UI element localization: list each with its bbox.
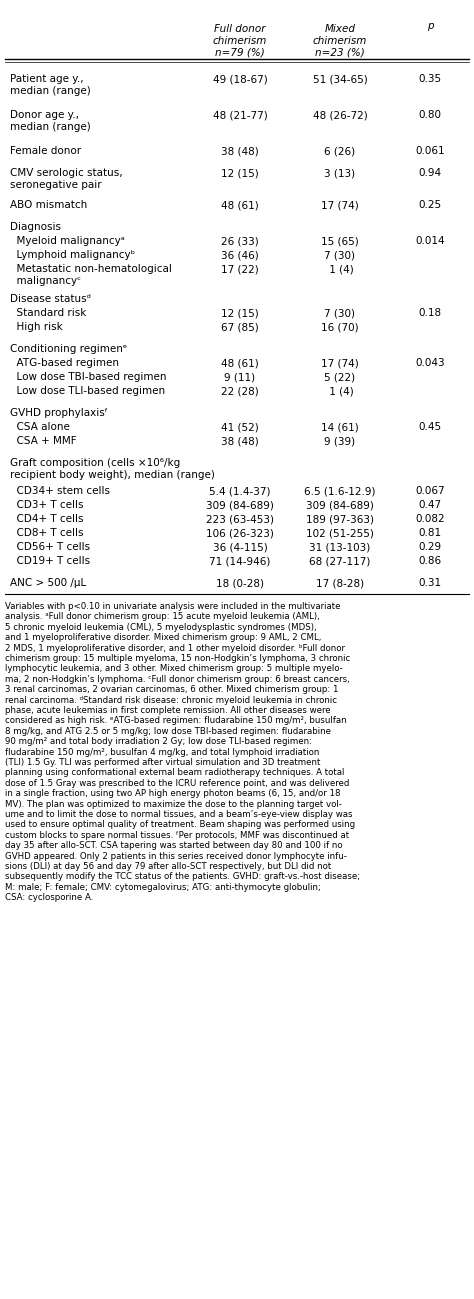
Text: 0.31: 0.31 (419, 578, 442, 588)
Text: 6 (26): 6 (26) (324, 145, 356, 156)
Text: 12 (15): 12 (15) (221, 168, 259, 178)
Text: 0.014: 0.014 (415, 236, 445, 246)
Text: CD34+ stem cells: CD34+ stem cells (10, 486, 110, 496)
Text: 48 (26-72): 48 (26-72) (313, 110, 367, 120)
Text: Full donor
chimerism
n=79 (%): Full donor chimerism n=79 (%) (213, 23, 267, 57)
Text: 31 (13-103): 31 (13-103) (310, 542, 371, 552)
Text: Variables with p<0.10 in univariate analysis were included in the multivariate
a: Variables with p<0.10 in univariate anal… (5, 601, 360, 903)
Text: 0.25: 0.25 (419, 200, 442, 210)
Text: Metastatic non-hematological
  malignancyᶜ: Metastatic non-hematological malignancyᶜ (10, 264, 172, 286)
Text: CD4+ T cells: CD4+ T cells (10, 514, 83, 523)
Text: CSA alone: CSA alone (10, 422, 70, 433)
Text: 17 (74): 17 (74) (321, 359, 359, 368)
Text: CD8+ T cells: CD8+ T cells (10, 527, 83, 538)
Text: Myeloid malignancyᵃ: Myeloid malignancyᵃ (10, 236, 125, 246)
Text: Conditioning regimenᵉ: Conditioning regimenᵉ (10, 344, 127, 355)
Text: 5.4 (1.4-37): 5.4 (1.4-37) (209, 486, 271, 496)
Text: 0.94: 0.94 (419, 168, 442, 178)
Text: Donor age y.,
median (range): Donor age y., median (range) (10, 110, 91, 131)
Text: 22 (28): 22 (28) (221, 386, 259, 396)
Text: 309 (84-689): 309 (84-689) (206, 500, 274, 511)
Text: 7 (30): 7 (30) (325, 249, 356, 260)
Text: 41 (52): 41 (52) (221, 422, 259, 433)
Text: Standard risk: Standard risk (10, 308, 86, 318)
Text: CMV serologic status,
seronegative pair: CMV serologic status, seronegative pair (10, 168, 123, 190)
Text: 48 (61): 48 (61) (221, 359, 259, 368)
Text: 9 (39): 9 (39) (324, 436, 356, 446)
Text: 15 (65): 15 (65) (321, 236, 359, 246)
Text: 17 (8-28): 17 (8-28) (316, 578, 364, 588)
Text: Female donor: Female donor (10, 145, 81, 156)
Text: 7 (30): 7 (30) (325, 308, 356, 318)
Text: 5 (22): 5 (22) (324, 372, 356, 382)
Text: CD56+ T cells: CD56+ T cells (10, 542, 90, 552)
Text: 0.86: 0.86 (419, 556, 442, 566)
Text: Low dose TLI-based regimen: Low dose TLI-based regimen (10, 386, 165, 396)
Text: ABO mismatch: ABO mismatch (10, 200, 87, 210)
Text: 309 (84-689): 309 (84-689) (306, 500, 374, 511)
Text: 0.067: 0.067 (415, 486, 445, 496)
Text: 0.47: 0.47 (419, 500, 442, 511)
Text: 51 (34-65): 51 (34-65) (313, 74, 367, 84)
Text: 71 (14-946): 71 (14-946) (210, 556, 271, 566)
Text: 102 (51-255): 102 (51-255) (306, 527, 374, 538)
Text: 0.29: 0.29 (419, 542, 442, 552)
Text: 1 (4): 1 (4) (326, 264, 354, 274)
Text: 0.45: 0.45 (419, 422, 442, 433)
Text: p: p (427, 21, 433, 31)
Text: ANC > 500 /μL: ANC > 500 /μL (10, 578, 86, 588)
Text: 189 (97-363): 189 (97-363) (306, 514, 374, 523)
Text: CD3+ T cells: CD3+ T cells (10, 500, 83, 511)
Text: CSA + MMF: CSA + MMF (10, 436, 77, 446)
Text: Diagnosis: Diagnosis (10, 222, 61, 233)
Text: 16 (70): 16 (70) (321, 322, 359, 333)
Text: 0.35: 0.35 (419, 74, 442, 84)
Text: 38 (48): 38 (48) (221, 436, 259, 446)
Text: CD19+ T cells: CD19+ T cells (10, 556, 90, 566)
Text: Disease statusᵈ: Disease statusᵈ (10, 294, 91, 304)
Text: 48 (61): 48 (61) (221, 200, 259, 210)
Text: 9 (11): 9 (11) (224, 372, 255, 382)
Text: 67 (85): 67 (85) (221, 322, 259, 333)
Text: Lymphoid malignancyᵇ: Lymphoid malignancyᵇ (10, 249, 135, 260)
Text: 14 (61): 14 (61) (321, 422, 359, 433)
Text: 0.061: 0.061 (415, 145, 445, 156)
Text: 106 (26-323): 106 (26-323) (206, 527, 274, 538)
Text: 49 (18-67): 49 (18-67) (213, 74, 267, 84)
Text: 0.80: 0.80 (419, 110, 441, 120)
Text: GVHD prophylaxisᶠ: GVHD prophylaxisᶠ (10, 408, 108, 418)
Text: 38 (48): 38 (48) (221, 145, 259, 156)
Text: 0.082: 0.082 (415, 514, 445, 523)
Text: 17 (74): 17 (74) (321, 200, 359, 210)
Text: Low dose TBI-based regimen: Low dose TBI-based regimen (10, 372, 166, 382)
Text: 3 (13): 3 (13) (324, 168, 356, 178)
Text: 68 (27-117): 68 (27-117) (310, 556, 371, 566)
Text: 18 (0-28): 18 (0-28) (216, 578, 264, 588)
Text: 48 (21-77): 48 (21-77) (213, 110, 267, 120)
Text: Graft composition (cells ×10⁶/kg
recipient body weight), median (range): Graft composition (cells ×10⁶/kg recipie… (10, 459, 215, 479)
Text: 1 (4): 1 (4) (326, 386, 354, 396)
Text: 0.81: 0.81 (419, 527, 442, 538)
Text: Mixed
chimerism
n=23 (%): Mixed chimerism n=23 (%) (313, 23, 367, 57)
Text: Patient age y.,
median (range): Patient age y., median (range) (10, 74, 91, 96)
Text: 36 (46): 36 (46) (221, 249, 259, 260)
Text: 223 (63-453): 223 (63-453) (206, 514, 274, 523)
Text: 36 (4-115): 36 (4-115) (213, 542, 267, 552)
Text: 26 (33): 26 (33) (221, 236, 259, 246)
Text: 17 (22): 17 (22) (221, 264, 259, 274)
Text: ATG-based regimen: ATG-based regimen (10, 359, 119, 368)
Text: 0.043: 0.043 (415, 359, 445, 368)
Text: 6.5 (1.6-12.9): 6.5 (1.6-12.9) (304, 486, 376, 496)
Text: 12 (15): 12 (15) (221, 308, 259, 318)
Text: High risk: High risk (10, 322, 63, 333)
Text: 0.18: 0.18 (419, 308, 442, 318)
